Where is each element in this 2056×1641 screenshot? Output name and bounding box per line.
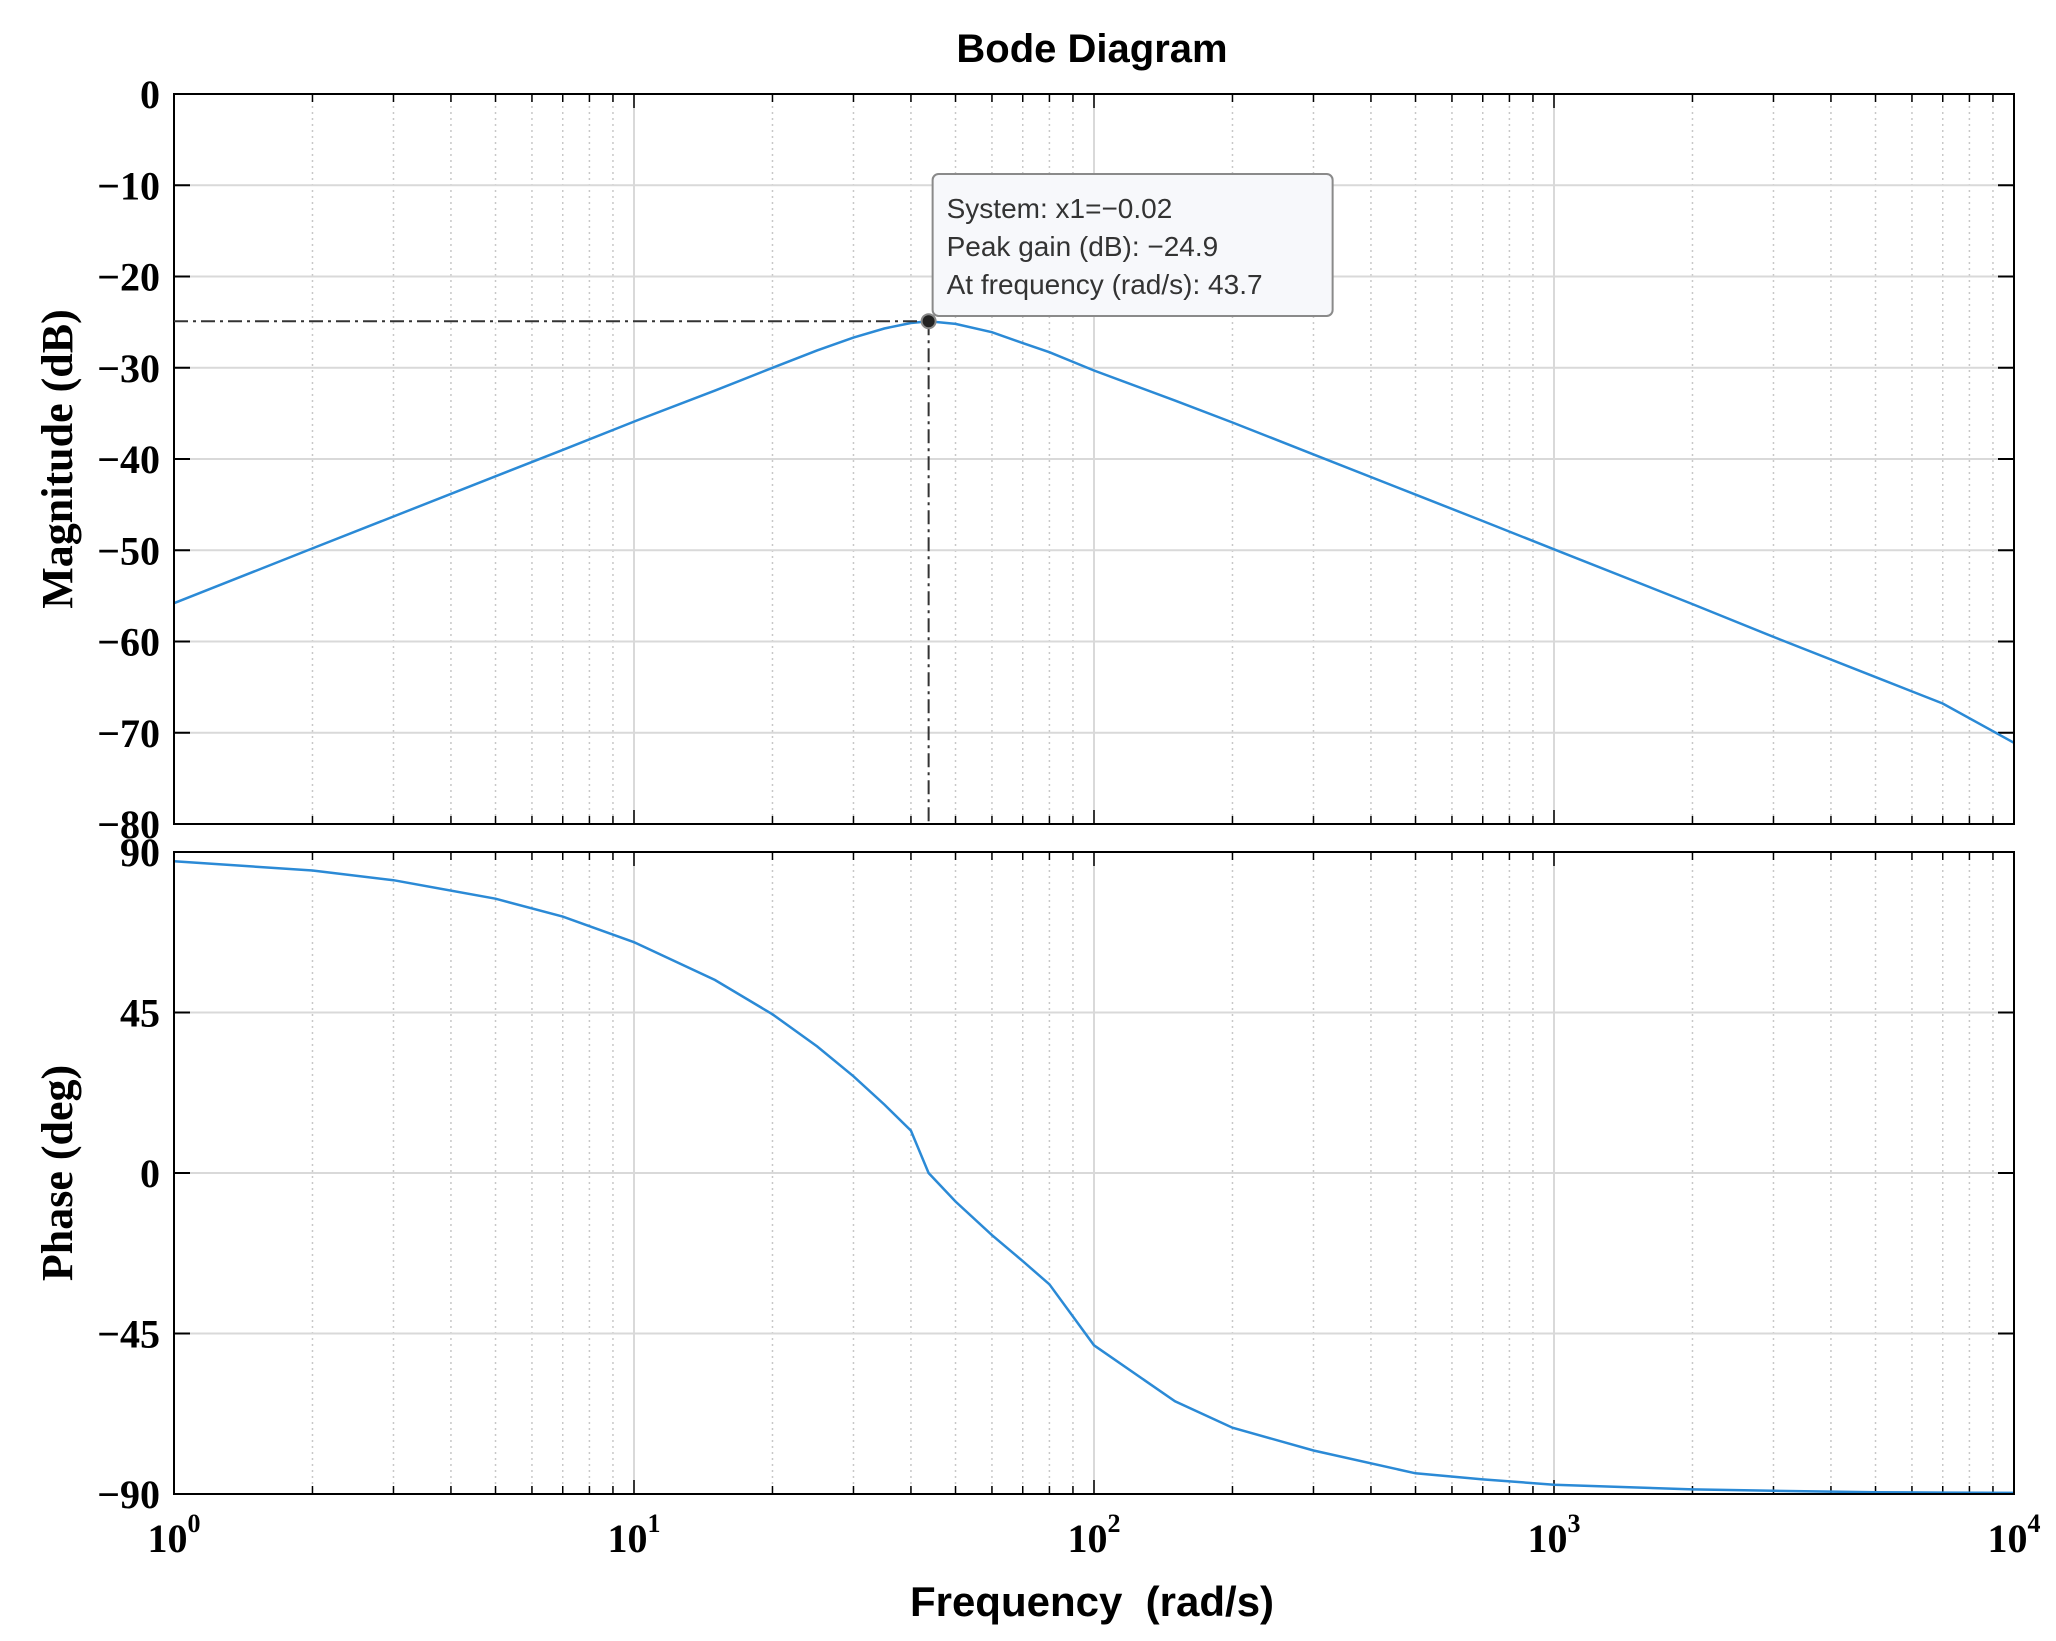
phase-grid: [173, 852, 2014, 1494]
magnitude-series-line: [173, 319, 2015, 744]
datatip-line: At frequency (rad/s): 43.7: [947, 269, 1263, 300]
datatip-line: Peak gain (dB): −24.9: [947, 231, 1219, 262]
x-tick-label: 101: [608, 1509, 661, 1561]
x-tick-label: 100: [148, 1509, 201, 1561]
x-tick-label: 104: [1988, 1509, 2041, 1561]
phase-axes-frame: [173, 851, 2015, 1495]
x-tick-labels: 100 101 102 103 104: [148, 1509, 2041, 1561]
datatip-marker[interactable]: [920, 313, 937, 330]
magnitude-y-ticks: 0 −10 −20 −30 −40 −50 −60 −70 −80: [97, 72, 2014, 847]
magnitude-y-tick-label: −80: [97, 802, 160, 847]
magnitude-ylabel: Magnitude (dB): [33, 309, 82, 608]
phase-y-tick-label: 0: [140, 1151, 160, 1196]
phase-y-tick-label: 90: [120, 830, 160, 875]
magnitude-y-tick-label: −10: [97, 163, 160, 208]
phase-plot-area: [173, 851, 2015, 1495]
peak-gain-datatip[interactable]: System: x1=−0.02 Peak gain (dB): −24.9 At …: [174, 173, 1334, 826]
magnitude-y-tick-label: −20: [97, 255, 160, 300]
phase-series-line: [173, 860, 2015, 1495]
magnitude-y-tick-label: −60: [97, 620, 160, 665]
chart-title: Bode Diagram: [956, 27, 1227, 71]
x-tick-label: 103: [1528, 1509, 1581, 1561]
magnitude-y-tick-label: −40: [97, 437, 160, 482]
magnitude-y-tick-label: 0: [140, 72, 160, 117]
magnitude-axes-frame: [173, 93, 2015, 825]
datatip-line: System: x1=−0.02: [947, 193, 1173, 224]
phase-y-ticks: 90 45 0 −45 −90: [97, 830, 2014, 1517]
magnitude-y-tick-label: −50: [97, 528, 160, 573]
x-tick-label: 102: [1068, 1509, 1121, 1561]
magnitude-y-tick-label: −30: [97, 346, 160, 391]
phase-ylabel: Phase (deg): [33, 1065, 82, 1281]
x-axis-label: Frequency (rad/s): [910, 1578, 1274, 1625]
phase-y-tick-label: 45: [120, 991, 160, 1036]
magnitude-y-tick-label: −70: [97, 711, 160, 756]
phase-y-tick-label: −45: [97, 1312, 160, 1357]
phase-y-tick-label: −90: [97, 1472, 160, 1517]
phase-panel: 90 45 0 −45 −90 Phase (deg): [33, 830, 2015, 1517]
magnitude-plot-area: [173, 93, 2015, 825]
datatip-box[interactable]: [931, 173, 1334, 317]
